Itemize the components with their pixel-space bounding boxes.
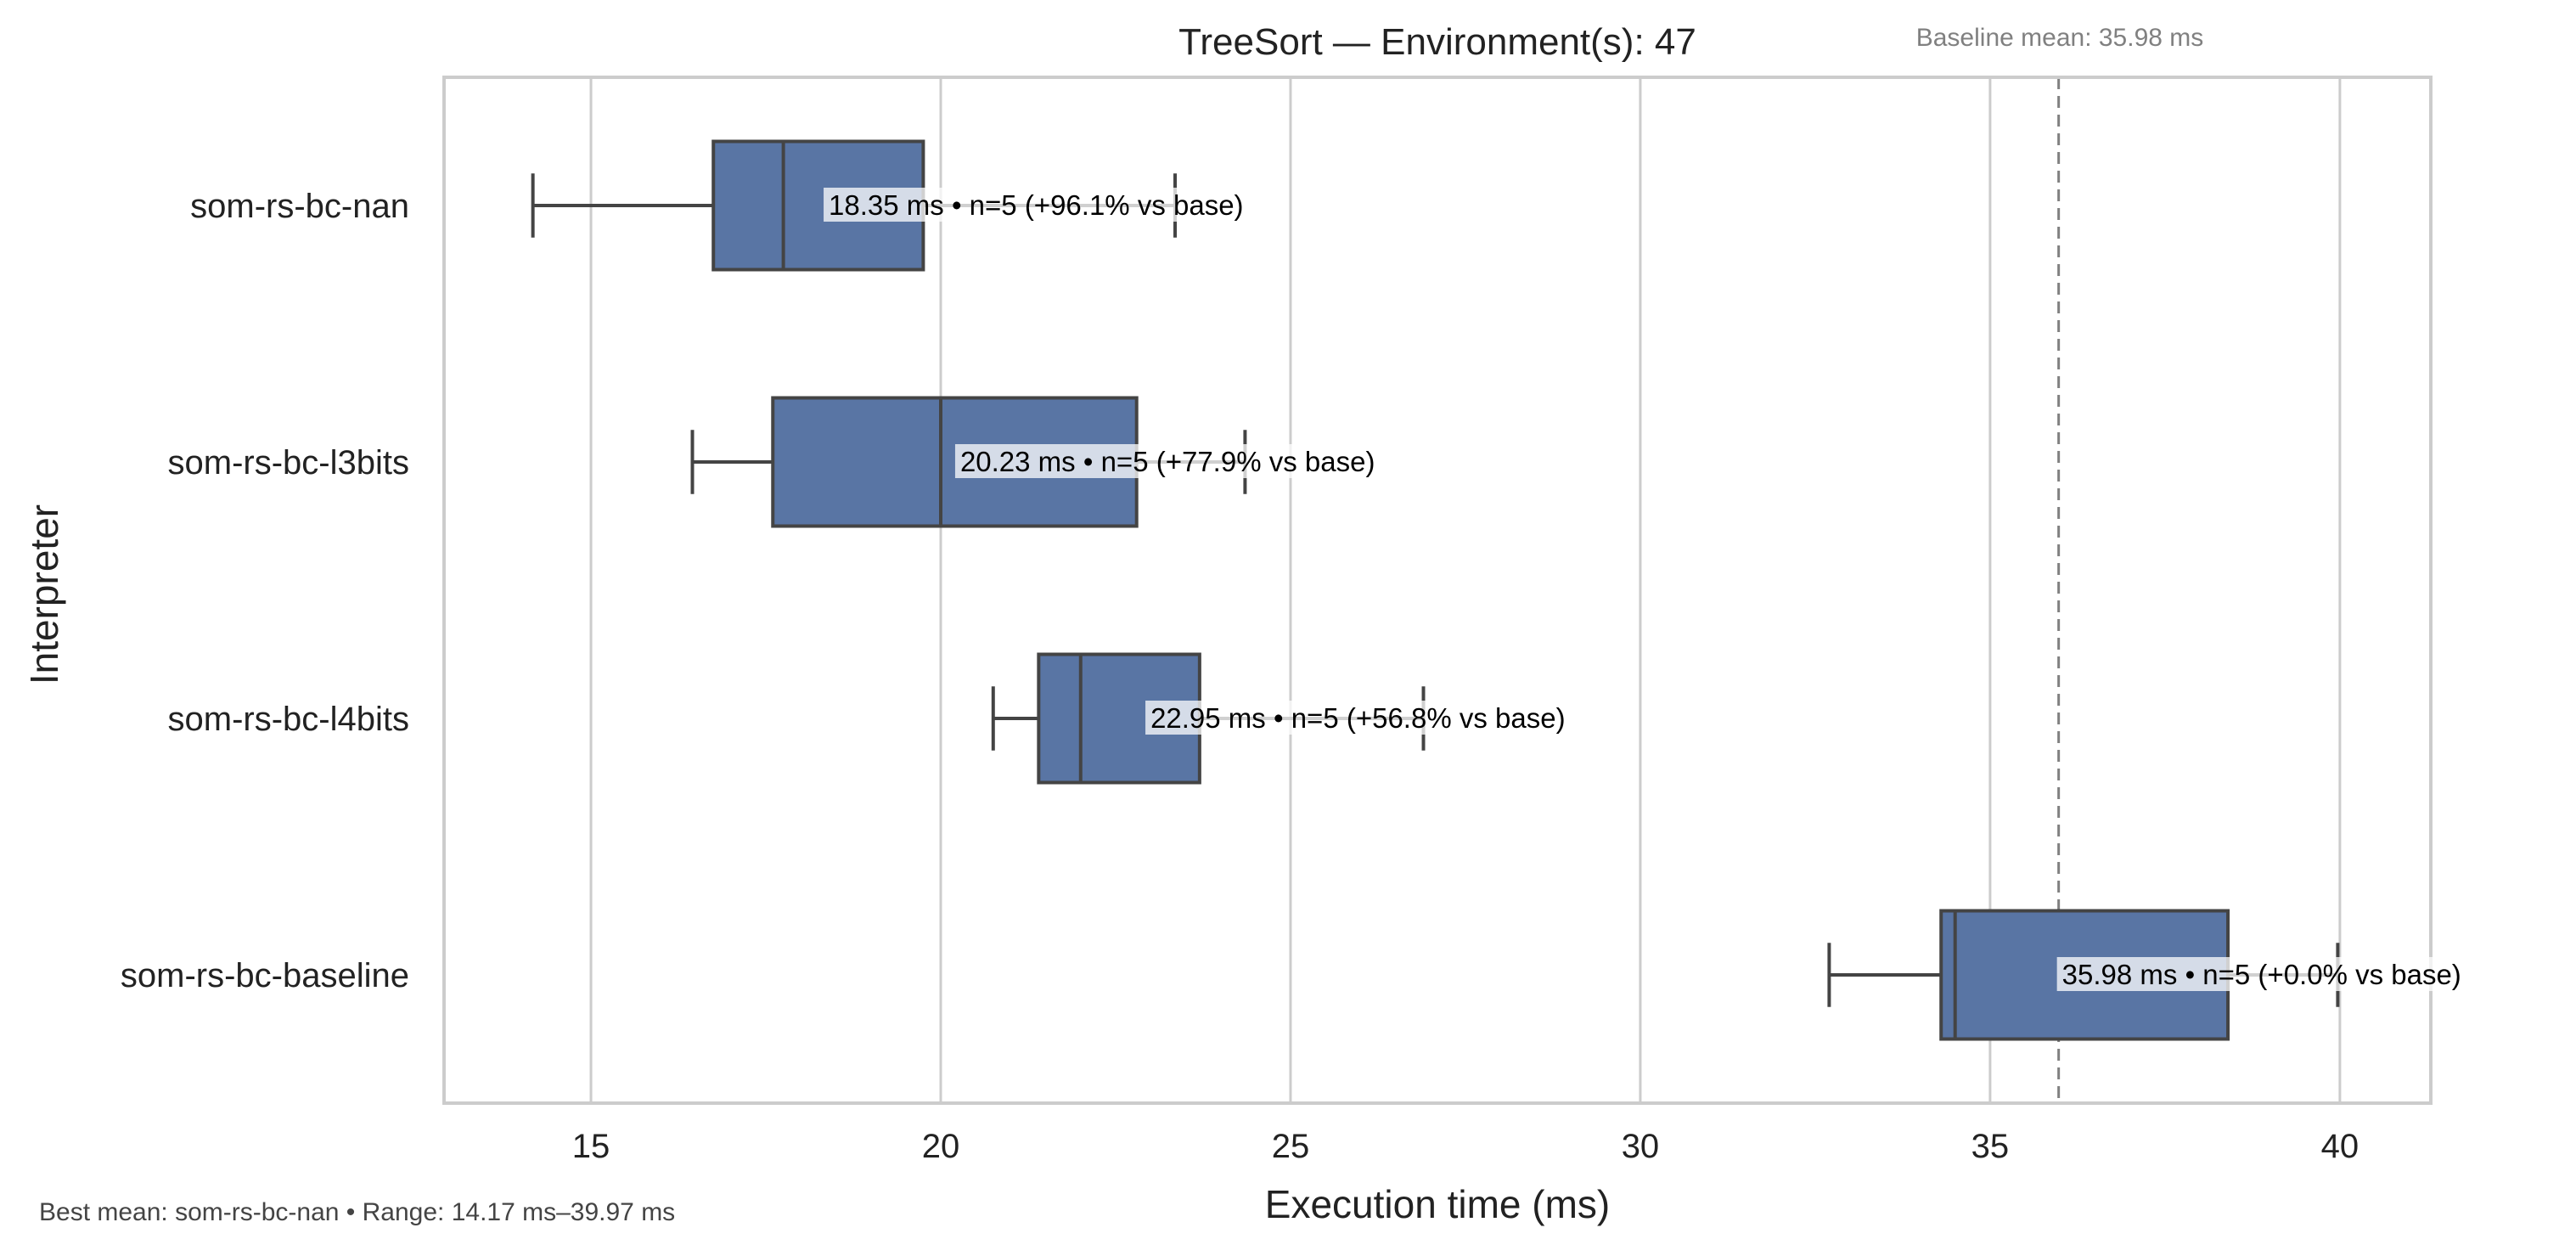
y-axis-label: Interpreter (22, 504, 66, 684)
footnote: Best mean: som-rs-bc-nan • Range: 14.17 … (39, 1198, 675, 1226)
annotation-background (824, 188, 1247, 222)
x-tick-label: 40 (2321, 1128, 2359, 1165)
annotation-background (2056, 957, 2465, 991)
plot-frame (442, 76, 2433, 1105)
annotation-label: 22.95 ms • n=5 (+56.8% vs base) (1150, 702, 1566, 734)
x-tick-label: 35 (1971, 1128, 2010, 1165)
annotation-label: 20.23 ms • n=5 (+77.9% vs base) (960, 446, 1375, 477)
x-tick-label: 30 (1622, 1128, 1660, 1165)
chart-title: TreeSort — Environment(s): 47 (1178, 21, 1696, 63)
tick-label-layer: 15 20 25 30 35 40 (572, 1128, 2359, 1165)
category-label-layer: som-rs-bc-nan som-rs-bc-l3bits som-rs-bc-l… (121, 188, 409, 994)
x-tick-label: 20 (922, 1128, 960, 1165)
annotation-background (954, 444, 1379, 478)
box-group (991, 652, 1426, 785)
annotation-background (1145, 701, 1569, 735)
annotation-label: 18.35 ms • n=5 (+96.1% vs base) (829, 189, 1244, 221)
category-label: som-rs-bc-nan (190, 188, 409, 225)
category-label: som-rs-bc-l3bits (168, 444, 409, 482)
category-label: som-rs-bc-baseline (121, 957, 409, 994)
x-tick-label: 25 (1272, 1128, 1310, 1165)
grid-layer (589, 77, 2342, 1103)
iqr-box (1037, 652, 1201, 785)
box-layer (531, 139, 2340, 1041)
x-tick-label: 15 (572, 1128, 610, 1165)
annotation-label: 35.98 ms • n=5 (+0.0% vs base) (2062, 959, 2461, 990)
category-label: som-rs-bc-l4bits (168, 701, 409, 738)
annotation-layer: 18.35 ms • n=5 (+96.1% vs base) 20.23 ms … (824, 188, 2465, 991)
baseline-mean-label: Baseline mean: 35.98 ms (1916, 24, 2204, 52)
x-axis-label: Execution time (ms) (1265, 1182, 1610, 1226)
